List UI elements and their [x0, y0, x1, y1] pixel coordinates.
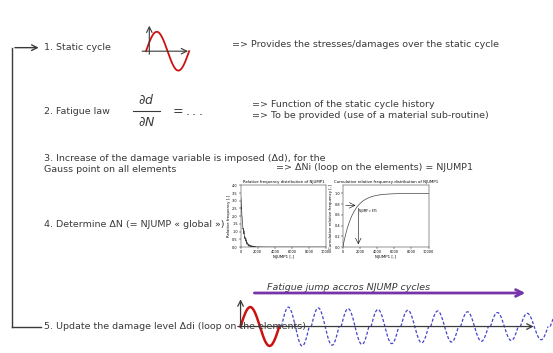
Text: 2. Fatigue law: 2. Fatigue law — [44, 107, 110, 116]
Text: 4. Determine ΔN (= NJUMP « global »): 4. Determine ΔN (= NJUMP « global ») — [44, 220, 225, 229]
Text: 1. Static cycle: 1. Static cycle — [44, 43, 111, 52]
Y-axis label: Cumulative relative frequency [-]: Cumulative relative frequency [-] — [329, 184, 333, 249]
Y-axis label: Relative frequency [-]: Relative frequency [-] — [227, 195, 231, 237]
X-axis label: NJUMP1 [-]: NJUMP1 [-] — [375, 255, 396, 259]
X-axis label: NJUMP1 [-]: NJUMP1 [-] — [273, 255, 294, 259]
Text: => ΔNi (loop on the elements) = NJUMP1: => ΔNi (loop on the elements) = NJUMP1 — [276, 163, 473, 172]
Text: => To be provided (use of a material sub-routine): => To be provided (use of a material sub… — [252, 111, 488, 120]
Text: => Provides the stresses/damages over the static cycle: => Provides the stresses/damages over th… — [232, 40, 499, 49]
Text: $\partial N$: $\partial N$ — [138, 116, 155, 129]
Text: Fatigue jump accros NJUMP cycles: Fatigue jump accros NJUMP cycles — [267, 283, 430, 292]
Text: $= ...$: $= ...$ — [170, 105, 202, 118]
Text: => Function of the static cycle history: => Function of the static cycle history — [252, 100, 434, 109]
Title: Relative frequency distribution of NJUMP1: Relative frequency distribution of NJUMP… — [243, 180, 324, 184]
Text: NJUMP = 875: NJUMP = 875 — [359, 209, 377, 213]
Text: 5. Update the damage level Δdi (loop on the elements): 5. Update the damage level Δdi (loop on … — [44, 322, 306, 331]
Title: Cumulative relative frequency distribution of NJUMP1: Cumulative relative frequency distributi… — [333, 180, 438, 184]
Text: $\partial d$: $\partial d$ — [138, 92, 155, 107]
Text: 3. Increase of the damage variable is imposed (Δd), for the
Gauss point on all e: 3. Increase of the damage variable is im… — [44, 155, 326, 174]
